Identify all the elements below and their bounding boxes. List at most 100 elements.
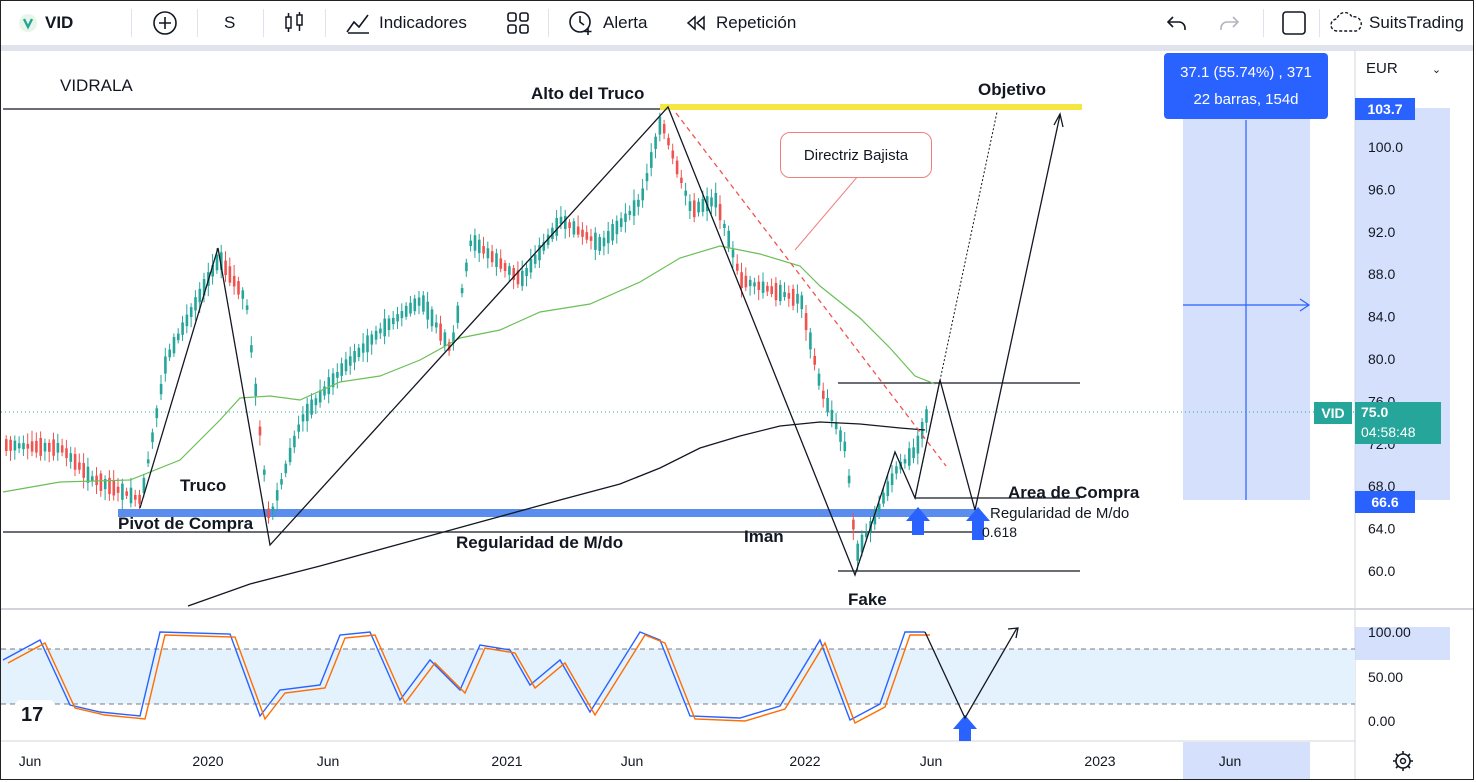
candle-body bbox=[667, 137, 670, 146]
candle-body bbox=[572, 221, 576, 235]
symbol-search[interactable]: VID bbox=[19, 1, 73, 45]
candle-body bbox=[654, 136, 657, 149]
measure-line2: 22 barras, 154d bbox=[1193, 91, 1299, 108]
candle-body bbox=[779, 284, 782, 302]
candle-body bbox=[370, 334, 374, 345]
osc-tick-label: 0.00 bbox=[1368, 713, 1395, 729]
candle-body bbox=[134, 494, 137, 500]
candle-body bbox=[22, 442, 25, 450]
add-symbol-button[interactable] bbox=[152, 1, 178, 45]
candle-body bbox=[349, 356, 352, 366]
candle-body bbox=[142, 477, 146, 493]
candles-icon bbox=[285, 12, 303, 32]
candle-body bbox=[185, 314, 189, 327]
candle-body bbox=[95, 475, 98, 486]
candle-body bbox=[396, 314, 399, 322]
layout-button[interactable] bbox=[1281, 1, 1307, 45]
buy-arrow-1 bbox=[906, 507, 930, 535]
candle-body bbox=[9, 439, 12, 451]
layout-icon bbox=[1282, 11, 1306, 35]
candle-body bbox=[847, 475, 851, 484]
measure-info-box[interactable]: 37.1 (55.74%) , 371 22 barras, 154d bbox=[1164, 53, 1328, 119]
candle-body bbox=[460, 288, 464, 294]
candle-body bbox=[568, 222, 571, 229]
annotation-directriz: Directriz Bajista bbox=[780, 132, 932, 178]
divider bbox=[1319, 9, 1320, 37]
candle-body bbox=[525, 267, 528, 277]
candle-body bbox=[589, 236, 593, 241]
wave-lines bbox=[139, 105, 1061, 577]
candle-body bbox=[482, 246, 485, 254]
annotation-regularidad-1: Regularidad de M/do bbox=[456, 533, 624, 552]
templates-button[interactable] bbox=[506, 1, 530, 45]
templates-icon bbox=[507, 12, 529, 34]
candle-body bbox=[594, 232, 597, 250]
candle-body bbox=[151, 432, 154, 443]
candle-body bbox=[331, 373, 335, 388]
price-tick-label: 96.0 bbox=[1368, 181, 1395, 197]
candle-body bbox=[258, 426, 262, 436]
redo-button[interactable] bbox=[1218, 1, 1240, 45]
candle-body bbox=[693, 200, 696, 218]
top-toolbar: VID S Indicadores Alerta Repetición Suit… bbox=[1, 1, 1473, 45]
candle-body bbox=[39, 438, 42, 456]
currency-selector[interactable]: EUR ⌄ bbox=[1366, 60, 1441, 77]
candle-body bbox=[164, 356, 167, 374]
candle-body bbox=[912, 447, 915, 459]
candle-body bbox=[177, 333, 180, 341]
candle-body bbox=[607, 231, 610, 244]
annotation-iman: Iman bbox=[744, 527, 784, 546]
last-price-tag: 75.0 04:58:48 bbox=[1355, 402, 1441, 444]
candle-body bbox=[310, 399, 313, 415]
candle-body bbox=[736, 263, 739, 271]
candle-body bbox=[886, 481, 890, 497]
candle-body bbox=[650, 152, 653, 168]
candle-body bbox=[297, 424, 300, 432]
candle-body bbox=[555, 218, 558, 236]
candle-body bbox=[852, 519, 855, 530]
candle-body bbox=[542, 241, 546, 251]
candle-body bbox=[361, 343, 365, 353]
projection-line bbox=[914, 111, 998, 499]
candle-body bbox=[628, 210, 632, 215]
candle-body bbox=[873, 509, 877, 525]
alert-icon bbox=[569, 11, 592, 35]
candle-body bbox=[112, 480, 116, 496]
replay-button[interactable]: Repetición bbox=[684, 1, 796, 45]
indicators-button[interactable]: Indicadores bbox=[345, 1, 467, 45]
candle-body bbox=[288, 447, 292, 463]
candle-body bbox=[637, 199, 640, 207]
candle-body bbox=[99, 473, 103, 491]
divider bbox=[548, 9, 549, 37]
candle-body bbox=[662, 124, 666, 134]
price-tick-label: 60.0 bbox=[1368, 563, 1395, 579]
chart-type-button[interactable] bbox=[283, 1, 305, 45]
candle-body bbox=[727, 230, 730, 249]
time-tick-label: 2020 bbox=[192, 753, 223, 769]
symbol-name: VIDRALA bbox=[60, 76, 133, 95]
candle-body bbox=[194, 297, 197, 311]
undo-button[interactable] bbox=[1166, 1, 1188, 45]
candle-body bbox=[172, 337, 176, 354]
candle-body bbox=[538, 245, 541, 261]
candle-body bbox=[430, 309, 434, 327]
time-tick-label: Jun bbox=[920, 753, 943, 769]
alert-button[interactable]: Alerta bbox=[567, 1, 647, 45]
candle-body bbox=[748, 279, 752, 287]
cloud-layout-button[interactable]: SuitsTrading bbox=[1329, 1, 1464, 45]
buy-arrow-3 bbox=[953, 715, 977, 741]
candle-body bbox=[301, 414, 305, 422]
candle-body bbox=[521, 270, 524, 287]
candle-body bbox=[245, 305, 249, 310]
redo-icon bbox=[1220, 16, 1240, 30]
candle-body bbox=[443, 332, 447, 347]
candle-body bbox=[495, 253, 498, 268]
price-tick-label: 100.0 bbox=[1368, 139, 1403, 155]
candle-body bbox=[744, 275, 748, 288]
candle-body bbox=[267, 508, 270, 519]
candle-body bbox=[684, 190, 687, 196]
candle-body bbox=[73, 453, 77, 470]
interval-button[interactable]: S bbox=[224, 1, 235, 45]
osc-axis-labels: 100.00 50.00 0.00 bbox=[1368, 624, 1411, 729]
